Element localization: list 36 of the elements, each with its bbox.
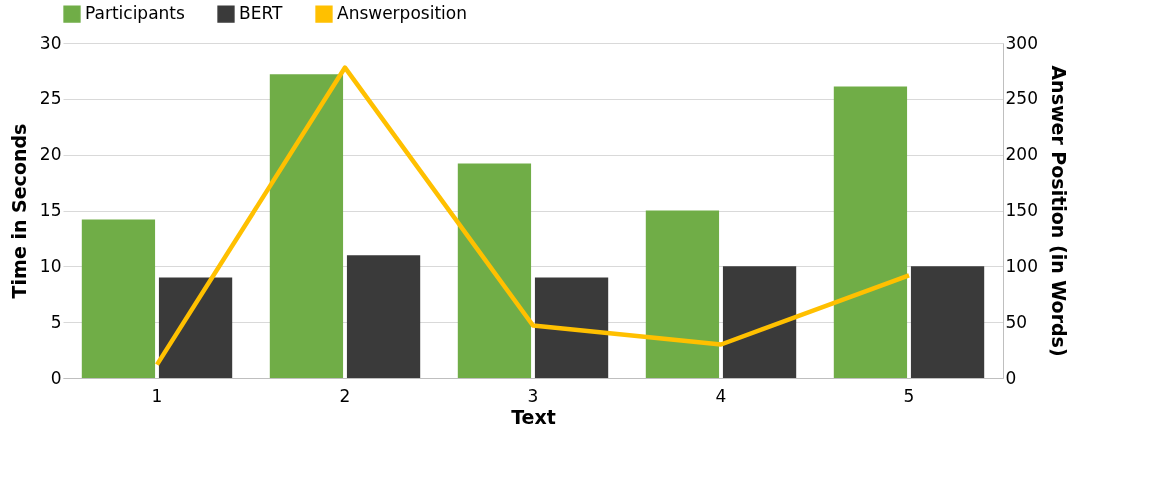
x-tick-label: 3 [527,385,539,406]
y-tick-label: 10 [39,255,62,276]
x-tick-label: 2 [339,385,351,406]
x-tick-label: 4 [715,385,727,406]
x-tick-label: 5 [903,385,915,406]
y-tick-label: 30 [39,32,62,53]
y2-tick-label: 300 [1005,32,1038,53]
y-axis-title: Time in Seconds [7,123,30,299]
y-tick-label: 20 [39,144,62,165]
bar [833,86,908,378]
y2-tick-label: 150 [1005,200,1038,220]
x-axis-title: Text [511,405,556,428]
bar [722,266,797,378]
bar [645,210,720,378]
y2-tick-label: 0 [1005,367,1017,388]
bar [457,163,532,378]
bar [534,277,609,378]
y2-axis-title: Answer Position (in Words) [1047,65,1070,357]
y-tick-label: 0 [50,367,62,388]
bar [910,266,985,378]
y-tick-label: 15 [39,200,62,220]
bar [269,74,344,378]
y-tick-label: 5 [50,311,62,332]
line-series [154,65,912,367]
y-tick-label: 25 [39,88,62,109]
bar [158,277,233,378]
bar [81,219,156,378]
legend-label: Participants [85,3,185,24]
y2-tick-label: 100 [1005,255,1038,276]
legend-label: Answerposition [337,3,467,24]
y2-tick-label: 200 [1005,144,1038,165]
x-tick-label: 1 [151,385,163,406]
bar [346,255,421,378]
y2-tick-label: 250 [1005,88,1038,109]
y2-tick-label: 50 [1005,311,1028,332]
legend-label: BERT [239,3,283,24]
